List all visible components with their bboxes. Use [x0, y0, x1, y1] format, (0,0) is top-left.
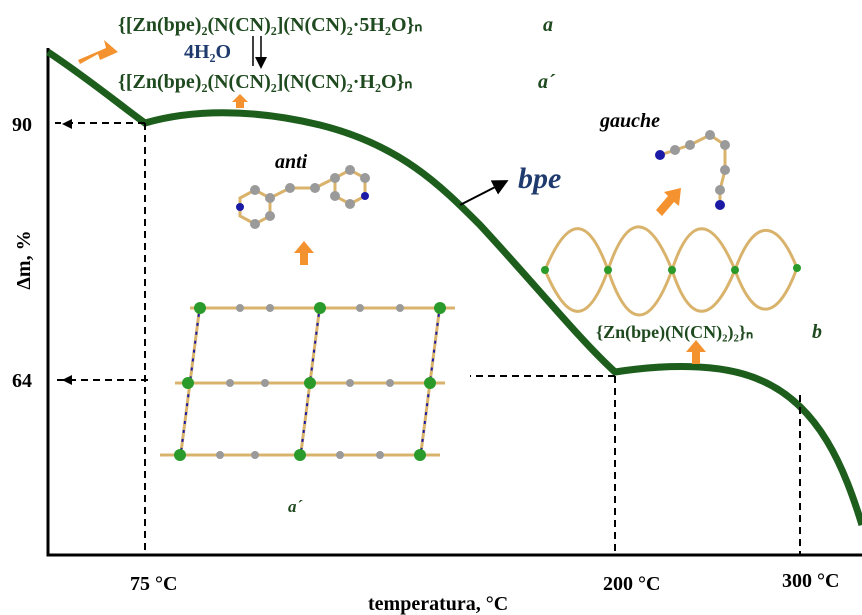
- b-structure: [541, 227, 801, 315]
- y-axis-label: Δm, %: [13, 230, 35, 289]
- arrowheads: [62, 119, 72, 385]
- figure: {[Zn(bpe)₂(N(CN)₂](N(CN)₂·5H₂O}ₙ a 4H₂O …: [0, 0, 862, 615]
- water: 4H₂O: [184, 41, 231, 63]
- bpe-pointer: [460, 182, 505, 205]
- y-tick-label: 90: [12, 114, 32, 136]
- x-tick-label: 75 °C: [130, 573, 177, 595]
- formula-b: {Zn(bpe)(N(CN)₂)₂}ₙ: [596, 322, 753, 343]
- gauche-label: gauche: [599, 110, 660, 132]
- a-prime-structure: [160, 302, 455, 461]
- axes: [48, 48, 862, 555]
- x-tick-label: 200 °C: [603, 573, 660, 595]
- gauche-molecule: [655, 130, 730, 210]
- equilibrium-arrows: [253, 36, 261, 66]
- label-b: b: [812, 321, 822, 343]
- anti-molecule: [236, 165, 370, 229]
- arrow: [78, 40, 118, 64]
- formula-a-prime: {[Zn(bpe)₂(N(CN)₂](N(CN)₂·H₂O}ₙ: [118, 71, 412, 93]
- bpe-label: bpe: [518, 162, 561, 195]
- label-a-prime: a´: [538, 71, 556, 93]
- structure-label: a´: [288, 497, 304, 516]
- anti-label: anti: [275, 151, 308, 173]
- y-tick-label: 64: [12, 370, 32, 392]
- x-axis-label: temperatura, °C: [368, 593, 508, 615]
- formula-a: {[Zn(bpe)₂(N(CN)₂](N(CN)₂·5H₂O}ₙ: [118, 14, 422, 36]
- label-a: a: [543, 14, 553, 36]
- x-tick-label: 300 °C: [782, 570, 839, 592]
